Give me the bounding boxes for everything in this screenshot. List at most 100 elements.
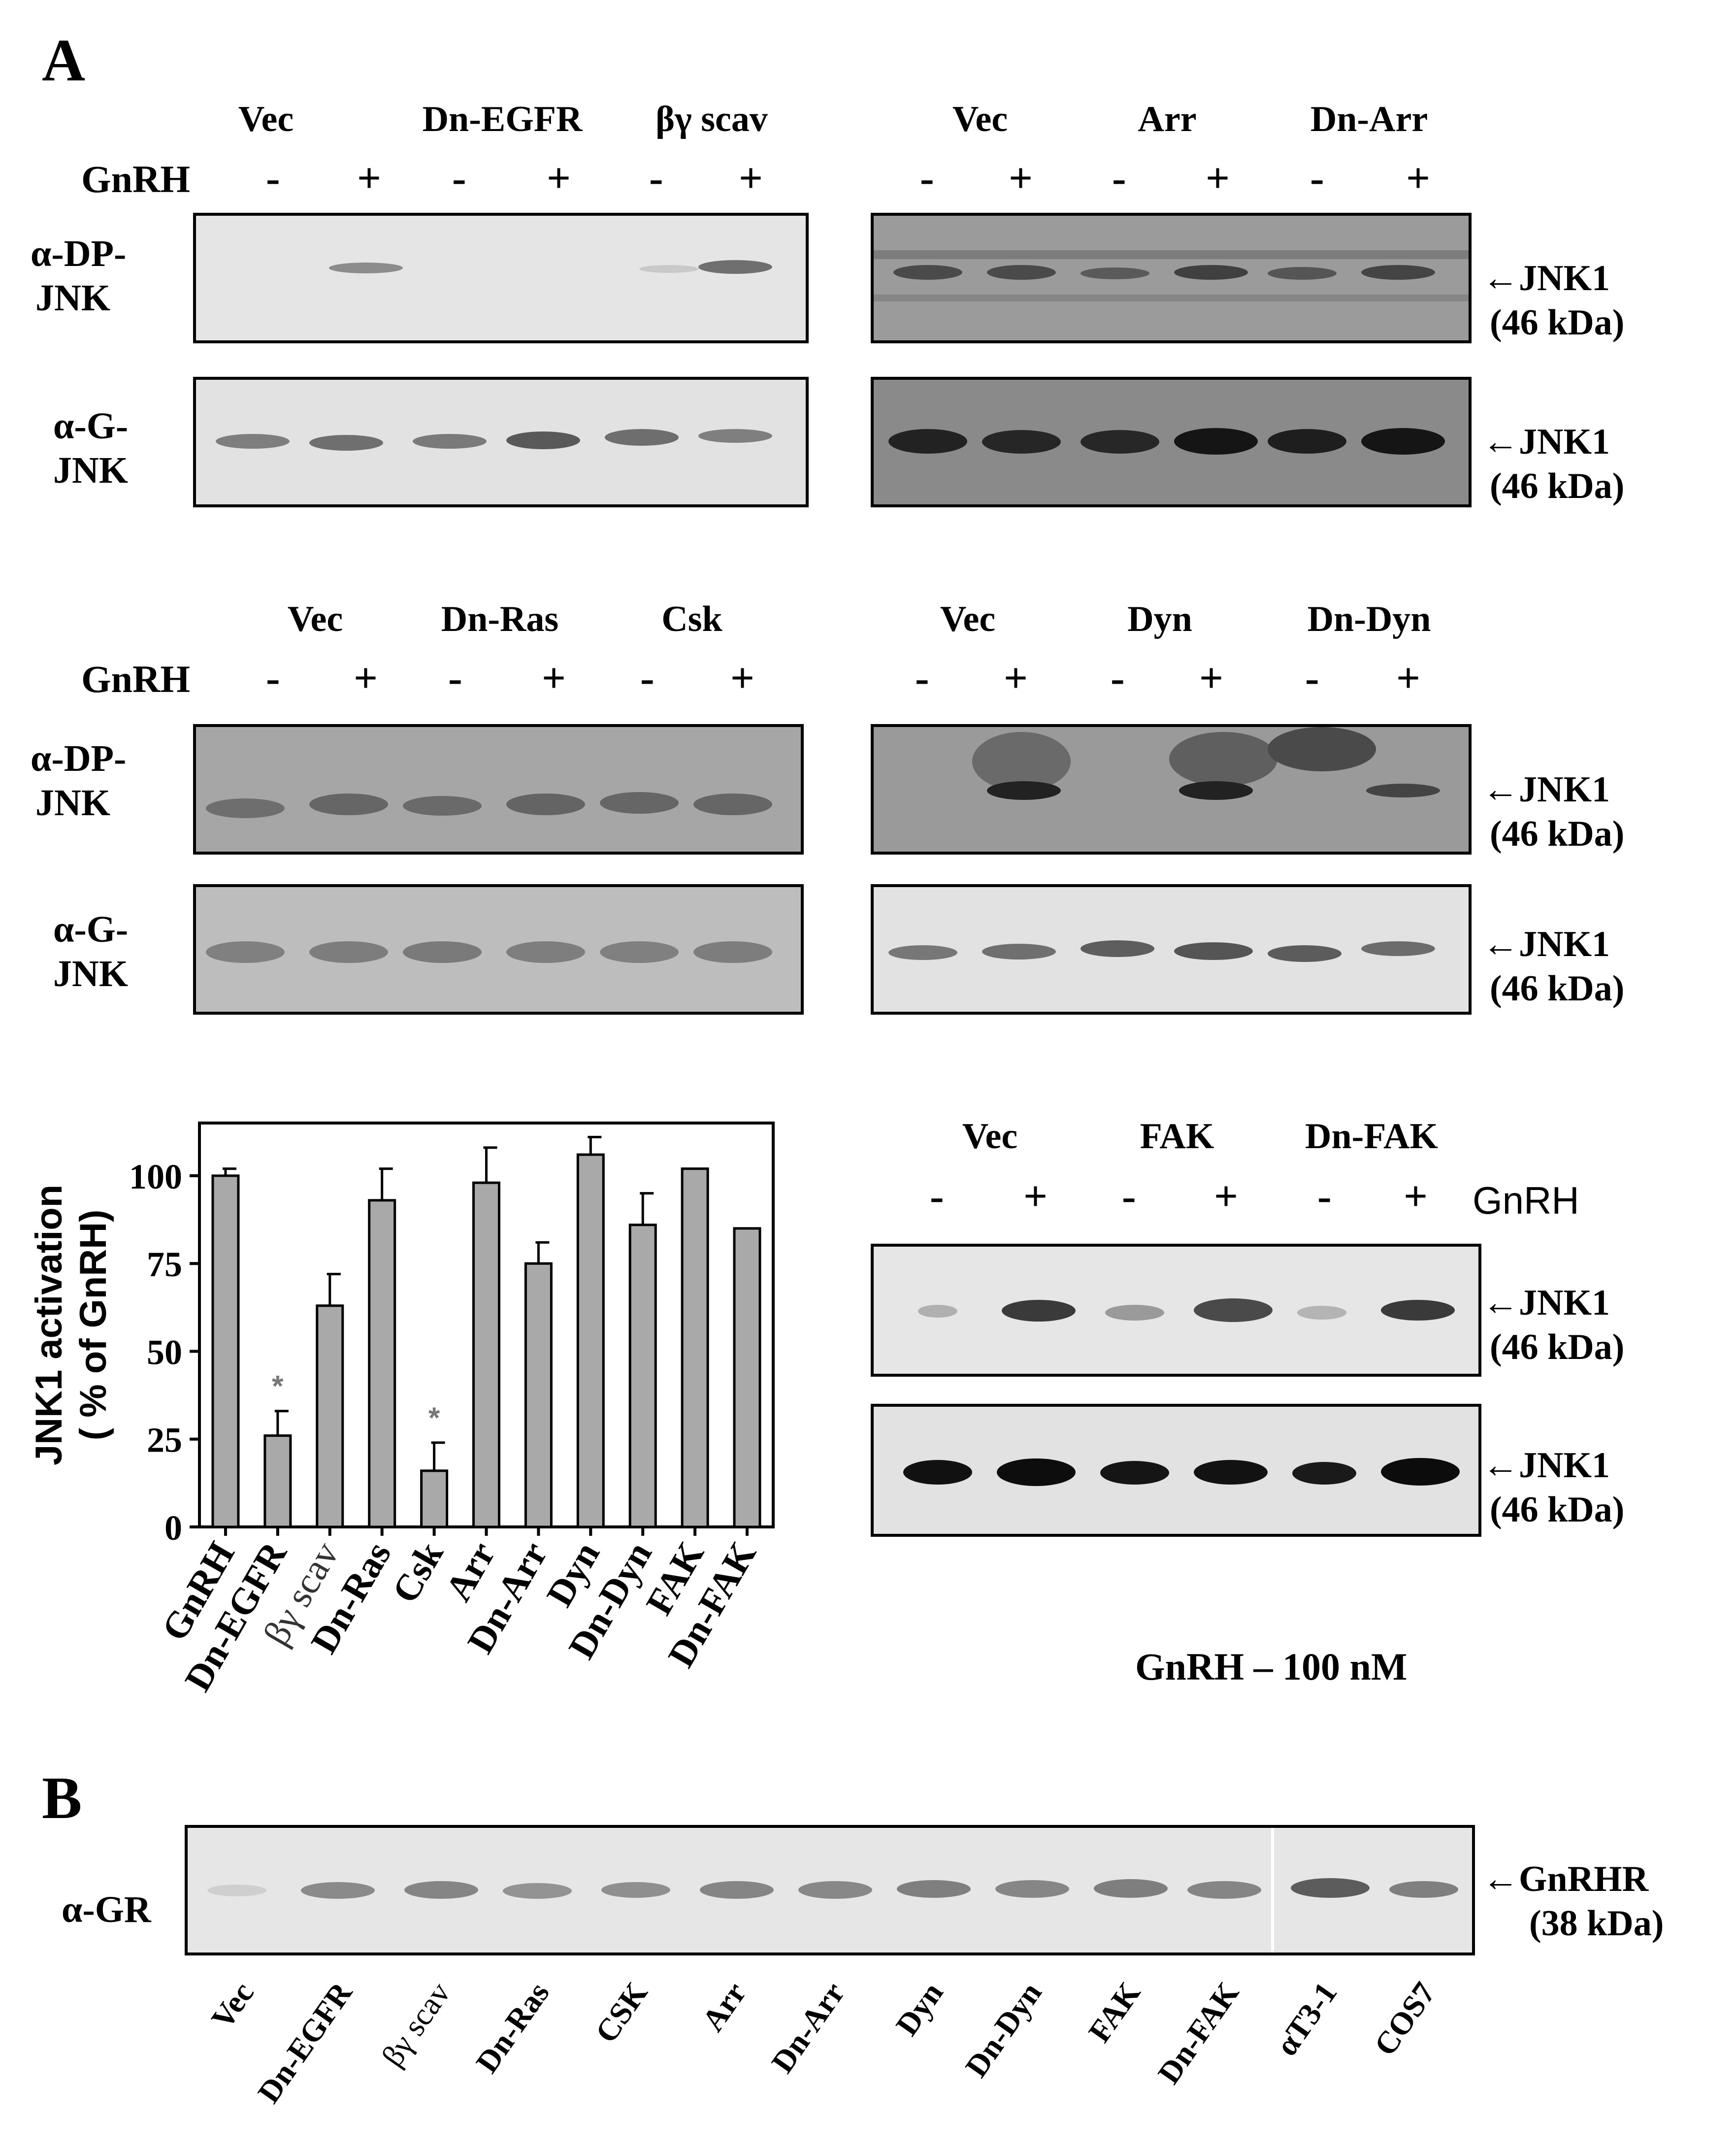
blot-dp-jnk-2 (871, 213, 1472, 343)
blot-g-jnk-3 (193, 884, 804, 1015)
plus-sign: + (542, 654, 566, 701)
condition-label: Dn-Dyn (1307, 599, 1431, 639)
minus-sign: - (1112, 154, 1126, 201)
minus-sign: - (1317, 1172, 1332, 1220)
condition-label: Csk (661, 599, 722, 639)
blot-dp-jnk-5 (871, 1244, 1481, 1377)
plus-sign: + (1199, 654, 1224, 701)
plus-sign: + (730, 654, 755, 701)
bar (733, 1227, 761, 1528)
bar (524, 1262, 553, 1528)
blot-dp-jnk-1 (193, 213, 809, 343)
lane-label: Dn-Ras (469, 1976, 556, 2080)
y-axis-label: ( % of GnRH) (72, 1210, 114, 1441)
blot-g-jnk-1 (193, 377, 809, 507)
condition-label: Dyn (1127, 599, 1192, 639)
jnk1-marker: ←JNK1 (46 kDa) (1482, 258, 1625, 343)
blot-dp-jnk-3 (193, 724, 804, 855)
arrow-left-icon: ← (1482, 1445, 1519, 1486)
lane-label: CSK (589, 1976, 655, 2049)
bar (576, 1153, 605, 1528)
gnrh-label: GnRH (81, 158, 191, 200)
condition-label: Vec (962, 1116, 1018, 1157)
minus-sign: - (452, 154, 466, 201)
arrow-left-icon: ← (1482, 422, 1519, 462)
panel-a-label: A (42, 27, 86, 94)
y-tick-label: 25 (147, 1421, 182, 1460)
bar (316, 1304, 344, 1528)
lane-label: Arr (695, 1976, 753, 2038)
plus-sign: + (547, 154, 571, 201)
condition-label: Dn-FAK (1305, 1116, 1438, 1157)
significance-star: * (272, 1370, 284, 1403)
bar (263, 1434, 292, 1528)
row-label-g-jnk: α-G- JNK (53, 909, 129, 994)
lane-label: FAK (1081, 1976, 1147, 2049)
plus-sign: + (357, 154, 382, 201)
condition-label: Arr (1138, 99, 1197, 139)
bar (472, 1181, 500, 1528)
plus-sign: + (739, 154, 763, 201)
jnk1-marker: ←JNK1 (46 kDa) (1482, 769, 1625, 854)
row-label-gr: α-GR (62, 1889, 151, 1930)
bar (368, 1199, 396, 1528)
arrow-left-icon: ← (1482, 1859, 1519, 1899)
bar (420, 1469, 449, 1528)
lane-label: Dyn (889, 1976, 950, 2042)
y-tick-label: 75 (147, 1245, 182, 1284)
jnk1-marker: ←JNK1 (46 kDa) (1482, 1445, 1625, 1530)
arrow-left-icon: ← (1482, 1283, 1519, 1323)
y-tick-label: 50 (147, 1332, 182, 1372)
row-label-g-jnk: α-G- JNK (53, 405, 129, 491)
lane-label: αT3-1 (1269, 1976, 1344, 2062)
panel-b-label: B (42, 1765, 82, 1831)
blot-gnrhr (185, 1825, 1475, 1955)
jnk1-marker: ←JNK1 (46 kDa) (1482, 1283, 1625, 1367)
condition-label: Dn-Arr (1310, 99, 1428, 139)
condition-label: Vec (940, 599, 996, 639)
condition-label: Dn-Ras (441, 599, 559, 639)
bar (628, 1224, 657, 1528)
lane-label: Vec (204, 1976, 261, 2035)
blot-dp-jnk-4 (871, 724, 1472, 855)
y-tick-label: 0 (164, 1508, 182, 1548)
minus-sign: - (1122, 1172, 1136, 1220)
bar (211, 1174, 240, 1528)
minus-sign: - (649, 154, 663, 201)
plus-sign: + (354, 654, 378, 701)
minus-sign: - (920, 154, 934, 201)
minus-sign: - (915, 654, 929, 701)
condition-label: Dn-EGFR (422, 99, 583, 139)
arrow-left-icon: ← (1482, 769, 1519, 810)
x-tick-label: Csk (384, 1535, 451, 1610)
minus-sign: - (266, 654, 280, 701)
minus-sign: - (266, 154, 280, 201)
condition-label: FAK (1140, 1116, 1214, 1157)
y-axis-label: JNK1 activation (28, 1185, 70, 1465)
row-label-dp-jnk: α-DP- JNK (31, 233, 127, 319)
lane-label: Dn-Dyn (958, 1976, 1048, 2084)
plus-sign: + (1004, 654, 1028, 701)
lane-label: Dn-FAK (1150, 1976, 1245, 2090)
arrow-left-icon: ← (1482, 258, 1519, 298)
y-tick-label: 100 (129, 1157, 182, 1196)
lane-label: Dn-Arr (764, 1976, 852, 2079)
gnrhr-marker: ←GnRHR (38 kDa) (1482, 1859, 1664, 1944)
plus-sign: + (1406, 154, 1431, 201)
gnrh-label: GnRH (1473, 1179, 1579, 1222)
blot-g-jnk-2 (871, 377, 1472, 507)
blot-g-jnk-4 (871, 884, 1472, 1015)
minus-sign: - (640, 654, 655, 701)
lane-label: βγ scav (375, 1976, 458, 2073)
condition-label: Vec (952, 99, 1008, 139)
minus-sign: - (1305, 654, 1319, 701)
arrow-left-icon: ← (1482, 924, 1519, 964)
minus-sign: - (1111, 654, 1125, 701)
gnrh-dose-footnote: GnRH – 100 nM (1135, 1645, 1408, 1688)
plus-sign: + (1396, 654, 1421, 701)
condition-label: Vec (238, 99, 294, 139)
row-label-dp-jnk: α-DP- JNK (31, 738, 127, 824)
lane-label: COS7 (1367, 1976, 1442, 2062)
